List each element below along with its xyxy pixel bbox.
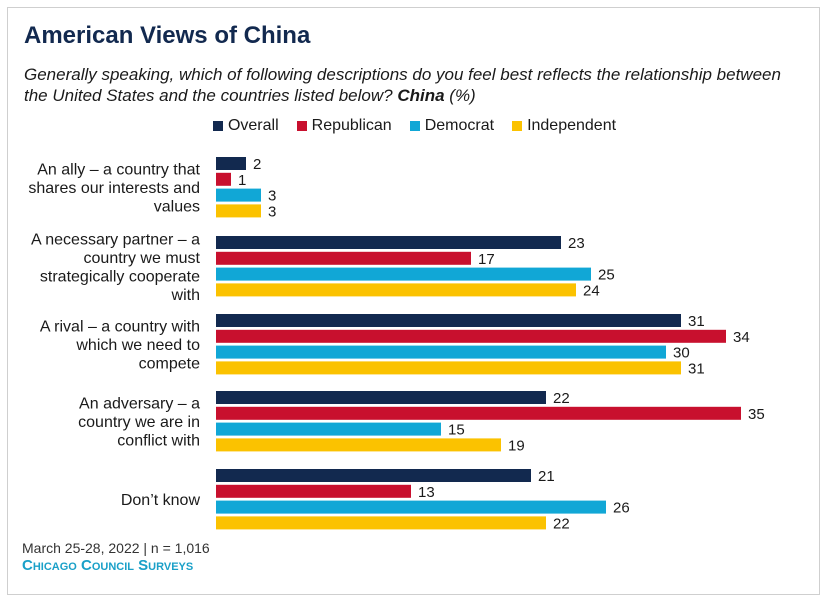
- legend-swatch-overall: [212, 121, 223, 131]
- bar-republican: [216, 484, 411, 498]
- bar-democrat: [216, 345, 666, 359]
- data-label: 24: [583, 282, 600, 299]
- data-label: 1: [238, 172, 246, 189]
- bar-independent: [216, 516, 546, 530]
- data-label: 13: [418, 484, 435, 501]
- category-label: A necessary partner – a: [31, 231, 200, 248]
- chart-title: American Views of China: [24, 22, 311, 49]
- data-label: 2: [253, 156, 261, 173]
- data-label: 15: [448, 422, 465, 439]
- footer-brand: Chicago Council Surveys: [22, 557, 194, 574]
- legend-label-republican: Republican: [311, 117, 392, 134]
- category-label: strategically cooperate: [40, 268, 200, 285]
- data-label: 22: [553, 515, 570, 532]
- legend-label-democrat: Democrat: [424, 117, 495, 134]
- data-label: 17: [478, 251, 495, 268]
- footer-date: March 25-28, 2022 | n = 1,016: [22, 540, 210, 556]
- legend-swatch-democrat: [409, 121, 420, 131]
- data-label: 3: [268, 188, 276, 205]
- category-label: Don’t know: [121, 492, 201, 509]
- bar-democrat: [216, 188, 261, 202]
- legend-label-overall: Overall: [227, 117, 279, 134]
- bar-democrat: [216, 267, 591, 281]
- category-label: compete: [139, 356, 200, 373]
- bar-independent: [216, 361, 681, 375]
- bar-democrat: [216, 500, 606, 514]
- data-label: 3: [268, 203, 276, 220]
- legend-item-republican: Republican: [296, 117, 392, 135]
- chart-frame: [7, 7, 820, 595]
- data-label: 23: [568, 235, 585, 252]
- bar-overall: [216, 157, 246, 170]
- subtitle-country: China: [397, 86, 445, 105]
- data-label: 35: [748, 406, 765, 423]
- bar-overall: [216, 469, 531, 482]
- bar-republican: [216, 251, 471, 265]
- data-label: 31: [688, 360, 705, 377]
- category-label: country we are in: [78, 414, 200, 431]
- category-label: values: [154, 199, 200, 216]
- category-label: shares our interests and: [28, 180, 200, 197]
- data-label: 26: [613, 500, 630, 517]
- category-label: conflict with: [117, 433, 200, 450]
- legend-label-independent: Independent: [527, 117, 617, 134]
- data-label: 25: [598, 267, 615, 284]
- data-label: 22: [553, 390, 570, 407]
- category-label: An adversary – a: [79, 396, 200, 413]
- bar-republican: [216, 406, 741, 420]
- bar-republican: [216, 172, 231, 186]
- chart-subtitle: Generally speaking, which of following d…: [24, 64, 804, 106]
- category-label: with: [171, 287, 200, 304]
- legend-item-independent: Independent: [512, 117, 616, 135]
- category-label: A rival – a country with: [40, 319, 200, 336]
- bar-overall: [216, 314, 681, 327]
- data-label: 30: [673, 345, 690, 362]
- subtitle-question: Generally speaking, which of following d…: [24, 65, 781, 105]
- data-label: 31: [688, 313, 705, 330]
- legend-item-overall: Overall: [212, 117, 279, 135]
- category-label: An ally – a country that: [37, 162, 200, 179]
- bar-democrat: [216, 422, 441, 436]
- bar-overall: [216, 391, 546, 404]
- data-label: 34: [733, 329, 750, 346]
- legend-swatch-independent: [512, 121, 523, 131]
- bar-independent: [216, 438, 501, 452]
- bar-independent: [216, 283, 576, 297]
- data-label: 19: [508, 437, 525, 454]
- data-label: 21: [538, 468, 555, 485]
- subtitle-unit: (%): [449, 86, 476, 105]
- legend-swatch-republican: [296, 121, 307, 131]
- legend-item-democrat: Democrat: [409, 117, 495, 135]
- chart-legend: Overall Republican Democrat Independent: [0, 117, 829, 135]
- category-label: which we need to: [75, 337, 200, 354]
- bar-republican: [216, 329, 726, 343]
- bar-independent: [216, 204, 261, 218]
- category-label: country we must: [84, 250, 201, 267]
- bar-overall: [216, 236, 561, 249]
